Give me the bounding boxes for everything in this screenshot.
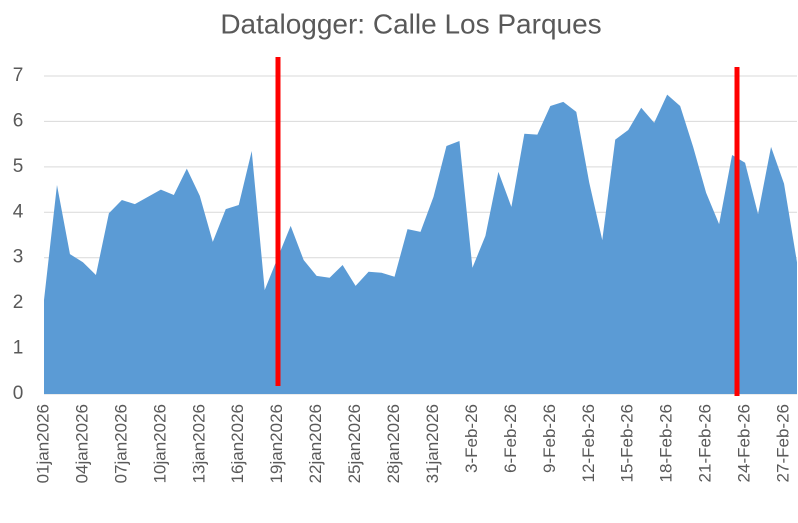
y-tick-label: 3 (13, 247, 24, 268)
x-tick-label: 16jan2026 (228, 404, 247, 483)
x-tick-label: 10jan2026 (150, 404, 169, 483)
x-tick-label: 04jan2026 (72, 404, 91, 483)
y-tick-label: 7 (13, 65, 24, 86)
x-tick-label: 28jan2026 (384, 404, 403, 483)
y-tick-label: 1 (13, 338, 24, 359)
x-tick-label: 27-Feb-26 (774, 404, 793, 482)
x-tick-label: 31jan2026 (423, 404, 442, 483)
x-tick-label: 6-Feb-26 (501, 404, 520, 473)
area (44, 94, 797, 394)
x-tick-label: 18-Feb-26 (657, 404, 676, 482)
y-tick-label: 5 (13, 156, 24, 177)
x-tick-label: 13jan2026 (189, 404, 208, 483)
x-tick-label: 3-Feb-26 (462, 404, 481, 473)
x-tick-label: 07jan2026 (111, 404, 130, 483)
y-tick-label: 0 (13, 383, 24, 404)
x-tick-label: 21-Feb-26 (696, 404, 715, 482)
x-tick-label: 22jan2026 (306, 404, 325, 483)
x-tick-label: 9-Feb-26 (540, 404, 559, 473)
y-tick-label: 2 (13, 292, 24, 313)
x-tick-label: 25jan2026 (345, 404, 364, 483)
y-tick-label: 4 (13, 201, 24, 222)
plot (44, 94, 797, 394)
y-tick-label: 6 (13, 110, 24, 131)
labels: 0 1 2 3 4 5 6 7 01jan2026 04jan2026 07jan2026 10jan… (13, 65, 793, 483)
x-tick-label: 24-Feb-26 (735, 404, 754, 482)
x-tick-label: 01jan2026 (33, 404, 52, 483)
x-tick-label: 15-Feb-26 (618, 404, 637, 482)
chart-title: Datalogger: Calle Los Parques (220, 8, 601, 39)
x-tick-label: 19jan2026 (267, 404, 286, 483)
x-tick-label: 12-Feb-26 (579, 404, 598, 482)
